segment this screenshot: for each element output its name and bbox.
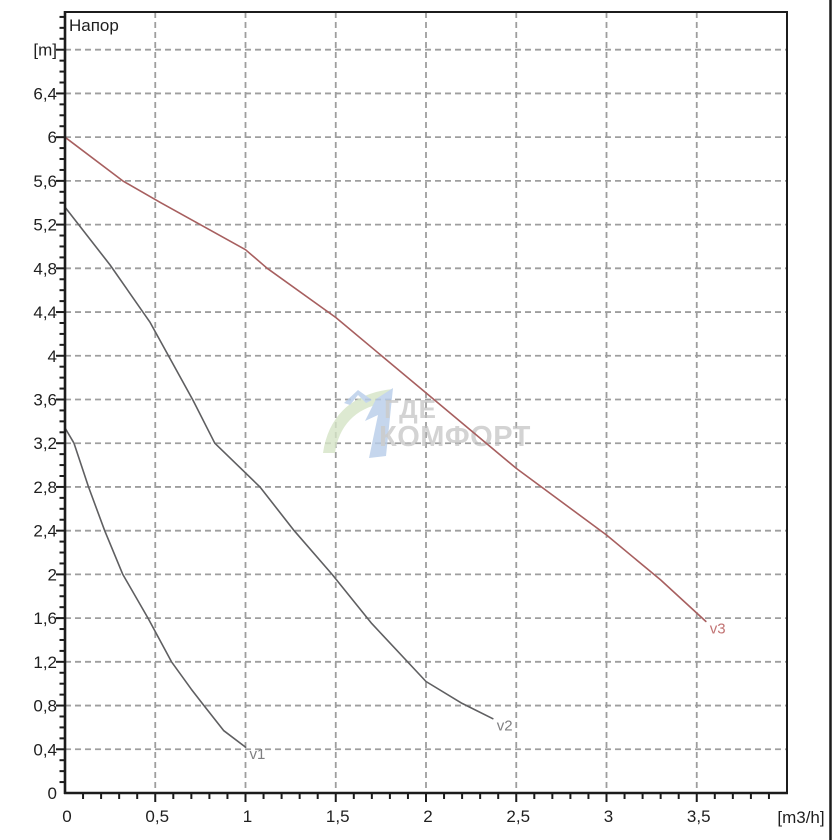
y-tick-label: 0 [48, 784, 57, 803]
x-tick-label: 3 [604, 807, 613, 826]
chart-title: Напор [69, 16, 119, 35]
tick-labels: 0 0,4 0,8 1,2 1,6 2 2,4 2,8 3,2 3,6 4 4,4 4,8 5,2 5,6 6… [33, 41, 710, 826]
y-tick-label: 1,6 [33, 609, 57, 628]
x-tick-label: 0 [62, 807, 71, 826]
y-tick-label: 2 [48, 565, 57, 584]
x-tick-label: 2 [423, 807, 432, 826]
x-tick-label: 1,5 [326, 807, 350, 826]
curve-v1 [64, 427, 247, 748]
y-tick-label: 2,8 [33, 478, 57, 497]
curve-label-v2: v2 [497, 718, 513, 735]
y-tick-label: 5,2 [33, 216, 57, 235]
x-tick-label: 0,5 [145, 807, 169, 826]
curve-label-v3: v3 [710, 620, 726, 637]
axis-ticks [56, 15, 770, 802]
curve-labels: v1 v2 v3 [250, 620, 726, 763]
x-tick-label: 3,5 [687, 807, 711, 826]
watermark-logo-stripe [365, 388, 393, 458]
watermark-logo-house-icon [344, 390, 372, 405]
axes-frame [63, 11, 788, 795]
watermark-text-line2: КОМФОРТ [379, 421, 531, 453]
y-tick-label: 4 [48, 347, 57, 366]
curve-label-v1: v1 [250, 746, 266, 763]
y-tick-label: 4,4 [33, 303, 57, 322]
y-tick-label: 6 [48, 128, 57, 147]
curve-v3 [64, 136, 707, 623]
curve-v2 [64, 206, 494, 720]
y-tick-label: 6,4 [33, 84, 57, 103]
y-tick-label: 5,6 [33, 172, 57, 191]
y-tick-label: 0,4 [33, 740, 57, 759]
x-tick-label: 1 [243, 807, 252, 826]
x-axis-unit-label: [m3/h] [777, 808, 824, 827]
y-tick-label: 3,2 [33, 434, 57, 453]
y-tick-label: 1,2 [33, 653, 57, 672]
y-tick-label: 0,8 [33, 697, 57, 716]
pump-curves [64, 136, 707, 748]
y-tick-label: 2,4 [33, 522, 57, 541]
x-tick-label: 2,5 [506, 807, 530, 826]
watermark: ГДЕ КОМФОРТ [323, 388, 531, 458]
y-tick-label: 4,8 [33, 259, 57, 278]
y-tick-label: 3,6 [33, 390, 57, 409]
gridlines [65, 12, 787, 793]
watermark-text-line1: ГДЕ [384, 394, 437, 424]
y-tick-label: [m] [33, 41, 57, 60]
